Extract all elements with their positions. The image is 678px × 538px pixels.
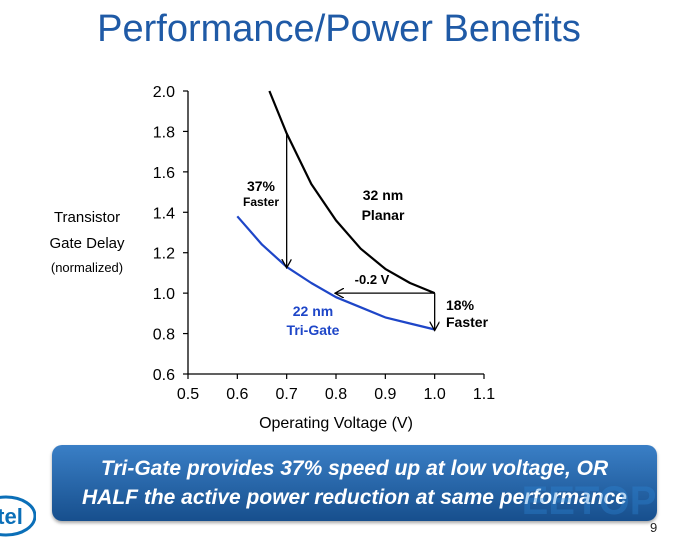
x-tick-label: 0.5 xyxy=(177,386,199,403)
page-number: 9 xyxy=(650,520,658,535)
y-axis-label-line: (normalized) xyxy=(51,260,123,275)
annotation-layer xyxy=(287,133,435,329)
y-axis-label-line: Transistor xyxy=(54,209,120,226)
x-tick-label: 0.9 xyxy=(374,386,396,403)
annotation-label: -0.2 V xyxy=(355,272,390,287)
annotation-label: Faster xyxy=(243,195,279,209)
y-tick-label: 1.2 xyxy=(153,246,175,263)
series-line-planar xyxy=(268,90,436,295)
y-tick-label: 0.8 xyxy=(153,327,175,344)
intel-logo: tel xyxy=(0,495,36,537)
annotation-label: 18% xyxy=(446,297,475,313)
conclusion-banner: Tri-Gate provides 37% speed up at low vo… xyxy=(52,445,657,521)
series-label: 22 nm xyxy=(293,303,333,319)
banner-line-1: Tri-Gate provides 37% speed up at low vo… xyxy=(100,457,609,480)
y-axis-label-line: Gate Delay xyxy=(49,235,125,252)
y-tick-label: 1.6 xyxy=(153,165,175,182)
x-tick-label: 0.6 xyxy=(226,386,248,403)
series-label: Tri-Gate xyxy=(287,322,340,338)
y-tick-label: 1.4 xyxy=(153,205,175,222)
delay-vs-voltage-chart: 0.5 0.6 0.7 0.8 0.9 1.0 1.10.60.81.01.21.41.61… xyxy=(49,84,495,432)
slide-title: Performance/Power Benefits xyxy=(97,8,581,50)
annotation-label: Faster xyxy=(446,314,489,330)
series-label: Planar xyxy=(362,207,405,223)
series-line-trigate xyxy=(236,215,435,331)
y-tick-label: 1.8 xyxy=(153,124,175,141)
annotation-label: 37% xyxy=(247,178,276,194)
watermark: EETOP xyxy=(522,479,657,523)
x-axis-label: Operating Voltage (V) xyxy=(259,415,413,432)
x-tick-label: 1.1 xyxy=(473,386,495,403)
y-tick-label: 2.0 xyxy=(153,84,175,101)
x-tick-label: 0.8 xyxy=(325,386,347,403)
x-tick-label: 1.0 xyxy=(424,386,446,403)
axes: 0.5 0.6 0.7 0.8 0.9 1.0 1.10.60.81.01.21.41.61… xyxy=(49,84,495,432)
series-label: 32 nm xyxy=(363,187,403,203)
y-tick-label: 1.0 xyxy=(153,286,175,303)
watermark-text: EETOP xyxy=(522,479,657,523)
banner-line-2: HALF the active power reduction at same … xyxy=(82,486,627,509)
logo-text: tel xyxy=(0,504,23,529)
x-tick-label: 0.7 xyxy=(276,386,298,403)
y-tick-label: 0.6 xyxy=(153,367,175,384)
